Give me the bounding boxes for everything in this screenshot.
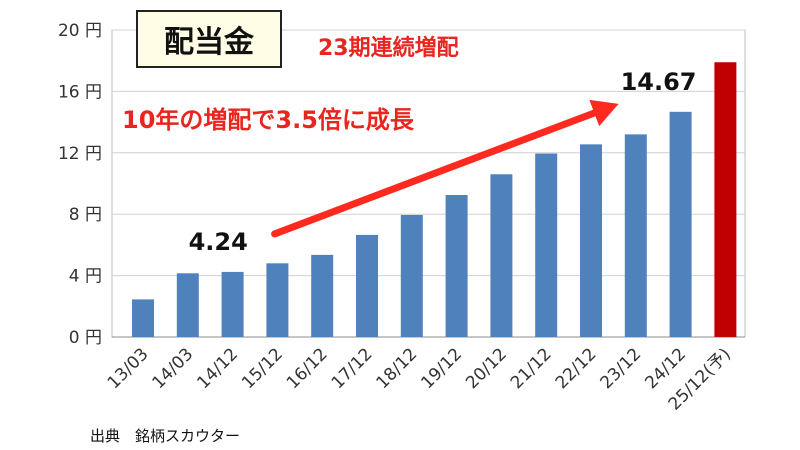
y-tick-label: 20 円 — [58, 21, 102, 41]
forecast-bar — [714, 62, 737, 338]
x-tick-label: 20/12 — [462, 344, 511, 393]
y-tick-label: 16 円 — [58, 82, 102, 102]
y-tick-label: 4 円 — [69, 267, 102, 287]
chart-title: 配当金 — [136, 10, 282, 68]
data-label-14-12: 4.24 — [188, 227, 248, 256]
data-label-24-12: 14.67 — [620, 67, 697, 96]
bar — [356, 234, 378, 337]
y-tick-label: 8 円 — [69, 205, 102, 225]
bar — [580, 144, 602, 337]
bar — [490, 174, 513, 337]
bar — [535, 153, 558, 337]
bar — [311, 254, 334, 337]
x-tick-label: 14/03 — [149, 344, 198, 393]
bar — [221, 271, 244, 337]
x-tick-label: 17/12 — [328, 344, 377, 393]
bar — [669, 111, 692, 338]
x-tick-label: 15/12 — [238, 344, 287, 393]
bar — [266, 263, 289, 337]
x-tick-label: 22/12 — [552, 344, 601, 393]
source-note: 出典 銘柄スカウター — [90, 427, 241, 445]
y-tick-label: 12 円 — [58, 144, 102, 164]
x-tick-label: 23/12 — [597, 344, 646, 393]
bar — [132, 299, 154, 337]
bar — [400, 214, 423, 337]
chart-subtitle: 23期連続増配 — [318, 36, 459, 61]
growth-annotation: 10年の増配で3.5倍に成長 — [122, 106, 414, 134]
growth-arrow-head — [589, 99, 619, 127]
growth-arrow-shaft — [271, 109, 598, 238]
y-tick-label: 0 円 — [69, 328, 102, 348]
bar — [445, 195, 468, 337]
x-tick-label: 13/03 — [104, 344, 153, 393]
x-tick-label: 14/12 — [193, 344, 242, 393]
x-tick-label: 21/12 — [507, 344, 556, 393]
bar — [176, 273, 199, 337]
x-tick-label: 18/12 — [373, 344, 422, 393]
x-tick-label: 16/12 — [283, 344, 332, 393]
x-tick-label: 19/12 — [417, 344, 466, 393]
bar — [624, 134, 647, 337]
